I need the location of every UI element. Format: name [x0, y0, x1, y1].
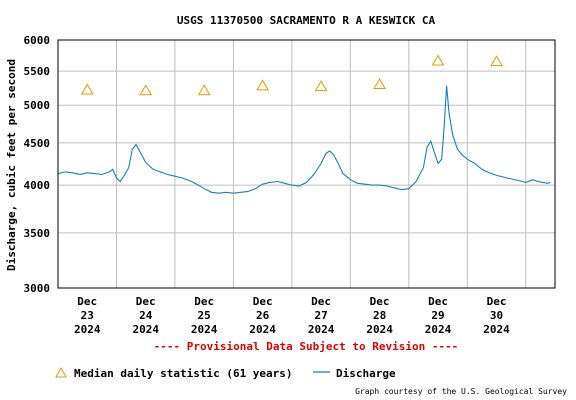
x-tick-label: 27: [314, 309, 327, 322]
median-marker: [197, 84, 211, 96]
x-tick-label: 2024: [191, 323, 218, 336]
legend-label-discharge: Discharge: [336, 367, 396, 380]
y-tick-label: 5500: [24, 65, 51, 78]
x-tick-label: 30: [490, 309, 503, 322]
y-tick-label: 5000: [24, 99, 51, 112]
x-tick-label: 2024: [425, 323, 452, 336]
legend-median-triangle-icon: [55, 366, 67, 378]
x-tick-label: 26: [256, 309, 270, 322]
y-tick-labels: 3000 3500 4000 4500 5000 5500 6000: [24, 34, 51, 295]
x-tick-label: 25: [198, 309, 211, 322]
x-tick-label: 29: [431, 309, 444, 322]
x-tick-label: Dec: [311, 295, 331, 308]
median-marker: [431, 54, 445, 66]
x-tick-labels: Dec232024Dec242024Dec252024Dec262024Dec2…: [74, 295, 510, 336]
legend: Median daily statistic (61 years) Discha…: [55, 366, 396, 380]
y-axis-label: Discharge, cubic feet per second: [5, 59, 18, 271]
y-tick-label: 6000: [24, 34, 51, 47]
median-marker: [139, 84, 153, 96]
credit-text: Graph courtesy of the U.S. Geological Su…: [355, 387, 567, 396]
y-tick-label: 4500: [24, 137, 51, 150]
y-tick-label: 3500: [24, 227, 51, 240]
x-tick-label: 23: [81, 309, 94, 322]
median-marker: [256, 79, 270, 91]
plot-frame: [57, 39, 556, 289]
x-tick-label: 2024: [483, 323, 510, 336]
x-tick-label: 2024: [74, 323, 101, 336]
data-layer: [57, 54, 551, 194]
y-tick-label: 4000: [24, 179, 51, 192]
x-tick-label: Dec: [370, 295, 390, 308]
x-tick-label: 2024: [308, 323, 335, 336]
x-tick-label: 24: [139, 309, 153, 322]
x-tick-label: Dec: [253, 295, 273, 308]
legend-label-median: Median daily statistic (61 years): [74, 367, 293, 380]
x-tick-label: 2024: [132, 323, 159, 336]
median-marker: [80, 83, 94, 95]
median-marker: [373, 78, 386, 90]
discharge-series-line: [57, 85, 551, 194]
x-tick-label: Dec: [487, 295, 507, 308]
x-tick-label: 28: [373, 309, 386, 322]
chart-title: USGS 11370500 SACRAMENTO R A KESWICK CA: [177, 14, 436, 27]
x-tick-label: Dec: [428, 295, 448, 308]
y-tick-label: 3000: [24, 282, 51, 295]
provisional-notice: ---- Provisional Data Subject to Revisio…: [154, 340, 459, 353]
x-tick-label: Dec: [194, 295, 214, 308]
x-tick-label: Dec: [77, 295, 97, 308]
median-marker: [490, 55, 503, 67]
grid-layer: [58, 39, 555, 289]
median-marker: [314, 80, 328, 92]
x-tick-label: 2024: [366, 323, 393, 336]
x-tick-label: 2024: [249, 323, 276, 336]
x-tick-label: Dec: [136, 295, 156, 308]
